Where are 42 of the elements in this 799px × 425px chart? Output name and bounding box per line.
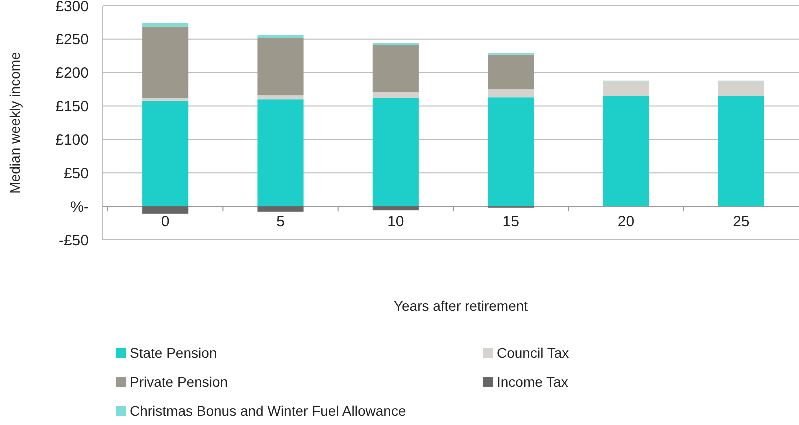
- bar: [142, 26, 189, 98]
- bar: [142, 100, 189, 207]
- legend-label: Council Tax: [497, 344, 570, 361]
- bar: [488, 98, 534, 207]
- legend-label: Income Tax: [497, 374, 568, 390]
- bar: [372, 92, 419, 98]
- legend-label: Private Pension: [130, 374, 228, 390]
- bar: [258, 206, 304, 212]
- x-tick-label: 15: [502, 214, 520, 231]
- y-tick-label: £100: [56, 132, 89, 149]
- y-axis-title: Median weekly income: [7, 52, 23, 194]
- bar: [142, 23, 189, 27]
- x-tick-label: 0: [161, 214, 170, 231]
- bar: [142, 98, 189, 101]
- bar: [718, 82, 764, 96]
- bar: [372, 206, 419, 211]
- bar: [488, 54, 534, 90]
- legend-label: Christmas Bonus and Winter Fuel Allowance: [130, 402, 406, 419]
- bar: [372, 98, 419, 207]
- bar: [258, 38, 304, 96]
- x-tick-label: 10: [388, 214, 404, 231]
- y-tick-label: £300: [56, 0, 89, 16]
- bar: [142, 206, 189, 214]
- legend-label: State Pension: [130, 344, 218, 361]
- y-tick-label: -£50: [58, 232, 89, 250]
- bar: [372, 45, 419, 92]
- x-axis-title: Years after retirement: [394, 298, 528, 314]
- x-tick-label: 5: [276, 214, 285, 231]
- y-tick-label: £150: [56, 98, 89, 116]
- bar: [603, 96, 650, 207]
- y-tick-label: £200: [56, 65, 89, 82]
- bar: [718, 96, 764, 207]
- bar: [258, 35, 304, 38]
- y-tick-label: £50: [64, 165, 89, 182]
- bar: [603, 82, 650, 96]
- x-tick-label: 20: [618, 214, 635, 231]
- bar: [258, 100, 304, 207]
- y-tick-label: £250: [56, 32, 89, 49]
- bar: [488, 90, 534, 98]
- bar: [258, 96, 304, 100]
- x-tick-label: 25: [733, 214, 750, 231]
- y-tick-label: %-: [70, 198, 89, 216]
